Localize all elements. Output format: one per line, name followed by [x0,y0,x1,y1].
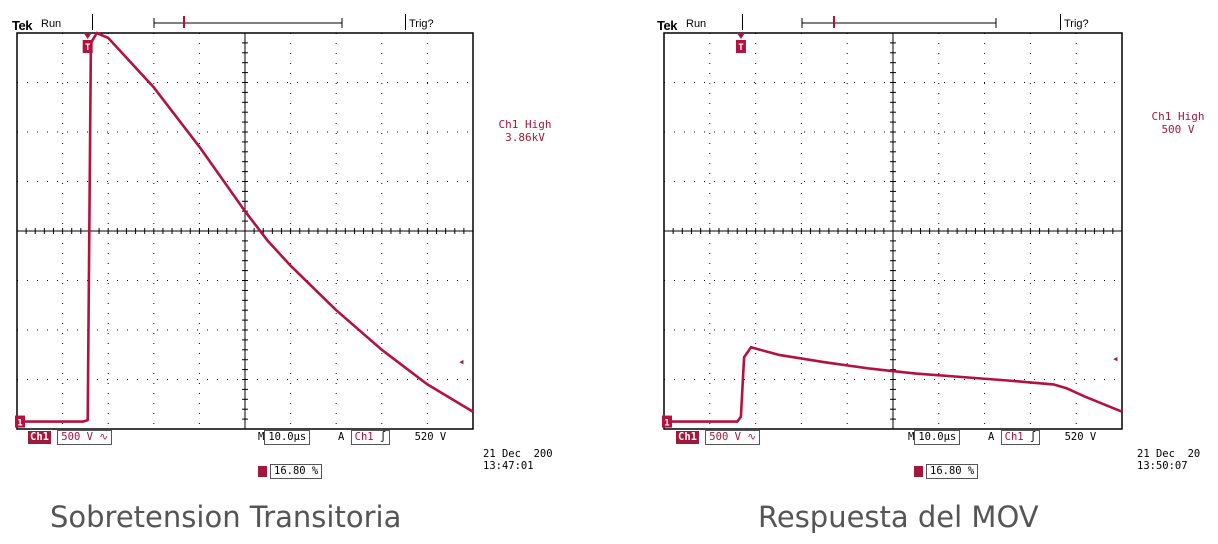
ground-marker-icon [662,415,672,428]
trigger-arrow-icon [83,33,92,39]
trigger-marker-icon [914,465,923,477]
trigger-marker-icon [258,465,267,477]
status-bar: Ch1 500 V ∿ [676,430,761,445]
record-position-bar [801,16,997,28]
ground-marker-icon [15,415,25,428]
channel-tag: Ch1 [676,431,699,444]
timestamp: 21 Dec 200 13:47:01 [483,448,553,472]
trigger-marker-icon [735,40,746,53]
trigger-level-arrow-icon: ◂ [458,355,465,368]
trigger-status: Trig? [1064,18,1089,30]
trigger-prefix: A [338,431,345,443]
ground-marker-label: 1 [664,419,669,429]
channel-value: 3.86kV [505,131,545,144]
volts-div: 500 V [709,431,741,443]
header-divider [1060,14,1061,30]
timestamp: 21 Dec 20 13:50:07 [1137,448,1200,472]
trigger-source-box: Ch1 ∫ [350,430,391,445]
trigger-readout: A Ch1 ∫ 520 V [988,430,1096,445]
trigger-source: Ch1 [1004,431,1024,443]
brand-label: Tek [657,18,677,33]
header-divider [92,14,93,30]
waveform-display: T1 [662,32,1123,430]
coupling-icon: ∿ [747,431,757,443]
trigger-position-value: 16.80 % [926,464,979,479]
trigger-source-box: Ch1 ∫ [1000,430,1041,445]
trigger-level-arrow-icon: ◂ [1112,352,1119,365]
trigger-prefix: A [988,431,995,443]
header-divider [742,14,743,30]
trigger-position: 16.80 % [258,464,323,479]
trigger-marker-icon [82,40,93,53]
channel-tag: Ch1 [28,431,51,444]
trigger-source: Ch1 [354,431,374,443]
volts-div-box: 500 V ∿ [57,430,113,445]
chart-caption: Sobretension Transitoria [50,500,402,534]
trigger-marker-label: T [85,43,91,53]
volts-div: 500 V [61,431,93,443]
run-status: Run [686,18,707,30]
brand-label: Tek [12,18,32,33]
trigger-level: 520 V [1064,431,1097,443]
date: 21 Dec 20 [1137,448,1201,460]
trigger-slope-icon: ∫ [379,431,387,443]
chart-caption: Respuesta del MOV [758,500,1039,534]
volts-div-box: 500 V ∿ [705,430,761,445]
timebase: 10.0µs [264,430,311,445]
trigger-position-value: 16.80 % [270,464,323,479]
date: 21 Dec 200 [483,448,553,460]
time: 13:50:07 [1137,460,1188,472]
timebase-prefix: M [258,431,265,443]
run-status: Run [41,18,62,30]
trigger-status: Trig? [409,18,434,30]
timebase-prefix: M [908,431,915,443]
record-position-bar [153,16,343,28]
trigger-arrow-icon [736,33,745,39]
channel-label: Ch1 High [1151,110,1205,123]
trigger-position: 16.80 % [914,464,979,479]
status-bar: Ch1 500 V ∿ [28,430,113,445]
channel-readout: Ch1 High 3.86kV [475,118,575,144]
channel-value: 500 V [1161,123,1195,136]
trigger-slope-icon: ∫ [1029,431,1037,443]
timebase-readout: M 10.0µs [908,430,961,445]
channel-readout: Ch1 High 500 V [1138,110,1218,136]
timebase: 10.0µs [914,430,961,445]
timebase-readout: M 10.0µs [258,430,311,445]
ground-marker-label: 1 [17,419,22,429]
trigger-readout: A Ch1 ∫ 520 V [338,430,446,445]
trigger-level: 520 V [414,431,447,443]
time: 13:47:01 [483,460,534,472]
waveform-trace [17,31,474,423]
channel-label: Ch1 High [498,118,552,131]
header-divider [405,14,406,30]
waveform-trace [664,345,1123,423]
coupling-icon: ∿ [99,431,109,443]
trigger-marker-label: T [738,43,744,53]
waveform-display: T1 [15,31,474,430]
